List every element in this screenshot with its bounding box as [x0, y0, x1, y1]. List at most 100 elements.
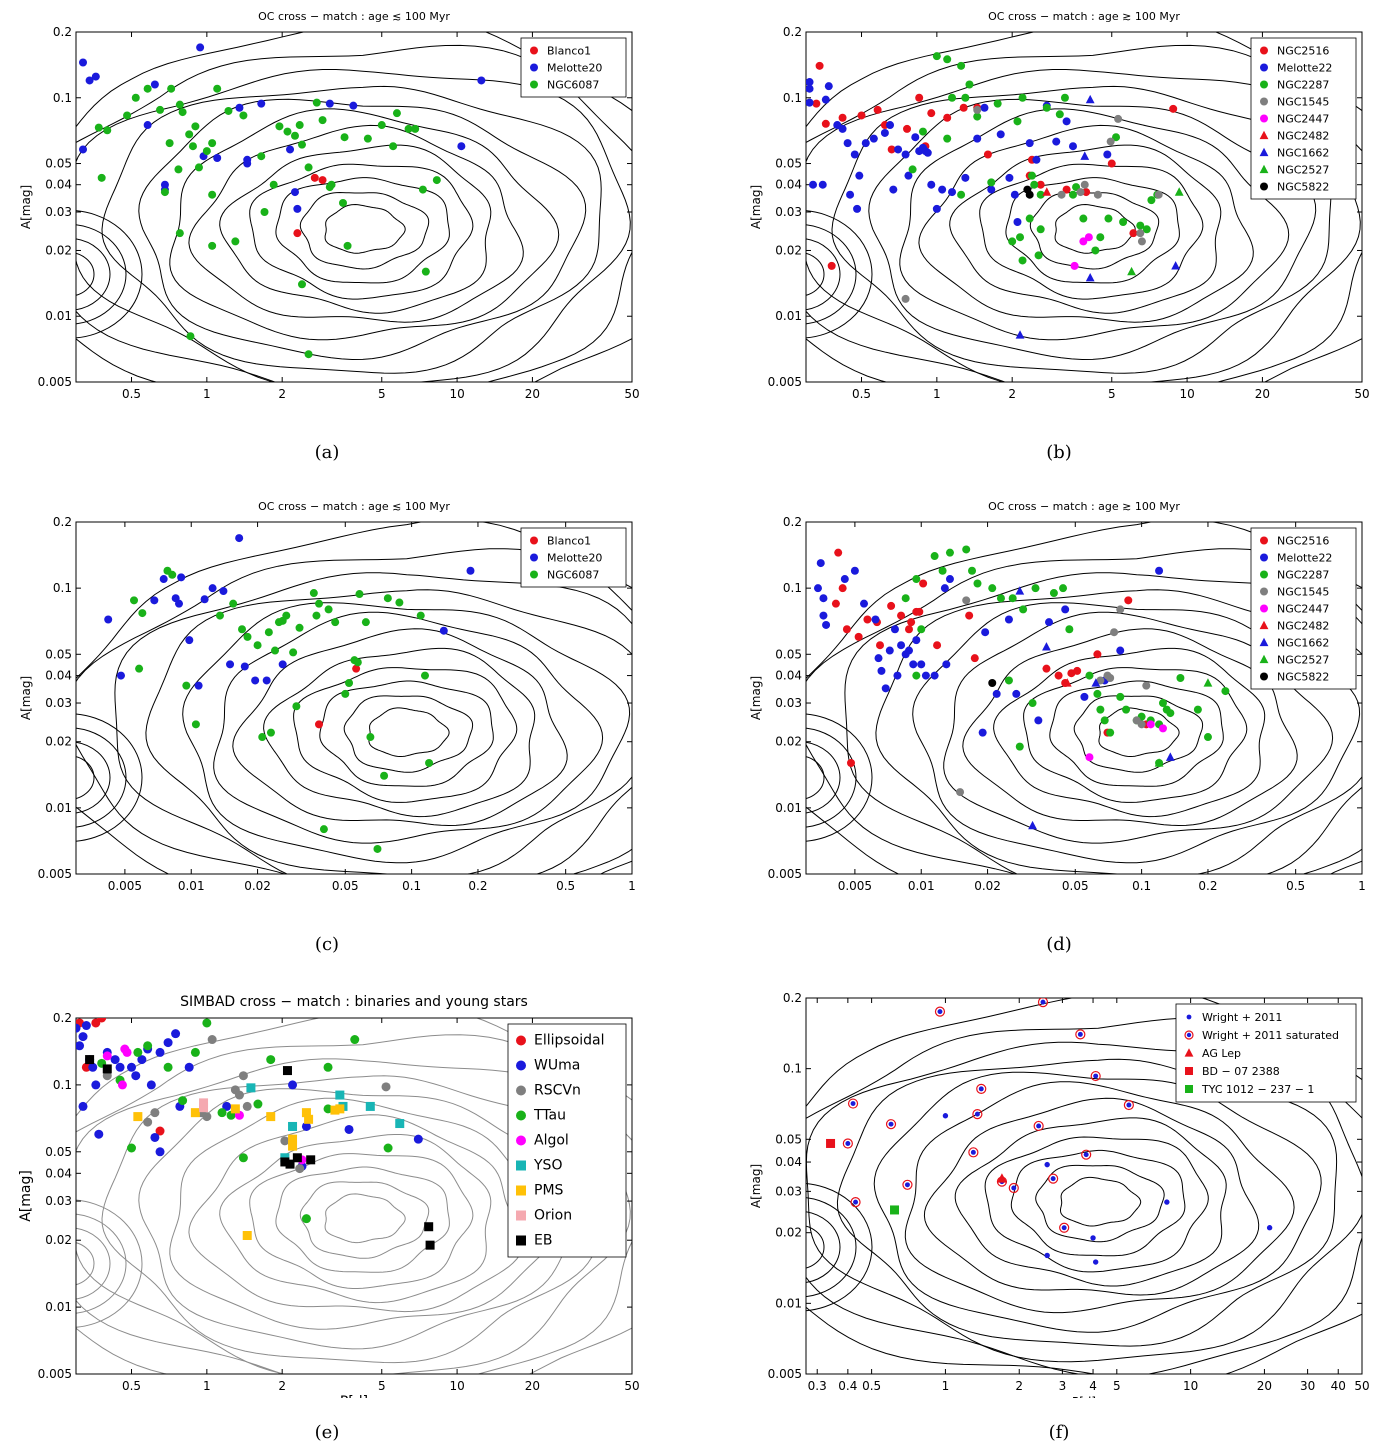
legend-marker	[516, 1060, 526, 1071]
legend-marker	[1260, 114, 1268, 123]
data-point	[219, 587, 228, 596]
data-point	[1096, 233, 1105, 242]
legend-marker	[516, 1235, 526, 1246]
data-point	[1059, 1222, 1070, 1233]
data-point	[418, 185, 427, 194]
data-point	[943, 113, 952, 122]
data-point	[861, 139, 870, 148]
x-tick-label: 2	[278, 387, 286, 400]
data-point	[871, 615, 880, 624]
legend-label: NGC1662	[1277, 637, 1329, 650]
data-point	[288, 1141, 298, 1151]
data-point	[1076, 188, 1085, 197]
data-point	[890, 625, 899, 634]
chart-panel-d: 0.005 0.01 0.02 0.05 0.1 0.2 0.5 1 0.005 0.01 0.02…	[749, 500, 1366, 892]
data-point	[962, 545, 971, 554]
data-point	[912, 671, 921, 680]
data-point	[1008, 594, 1017, 603]
contour-line	[76, 741, 111, 814]
data-point	[940, 584, 949, 593]
legend-label: BD − 07 2388	[1202, 1065, 1280, 1078]
contour-line	[299, 1181, 430, 1259]
data-point	[160, 188, 169, 197]
data-point	[853, 204, 862, 213]
data-point	[1116, 605, 1125, 614]
data-point	[1142, 681, 1151, 690]
legend-label: RSCVn	[534, 1083, 581, 1099]
chart-panel-a: 0.5 1 2 5 10 20 50 0.005 0.01 0.02 0.03 0.04 0.05 0.1…	[19, 10, 640, 400]
data-point	[981, 628, 990, 637]
data-point	[965, 611, 974, 620]
x-tick-label: 5	[378, 387, 386, 400]
data-point	[1146, 720, 1155, 729]
legend-label: Ellipsoidal	[534, 1033, 605, 1049]
data-point	[1061, 605, 1070, 614]
data-point	[1147, 196, 1156, 205]
data-point	[921, 671, 930, 680]
data-point	[196, 43, 205, 52]
contour-line	[76, 1227, 111, 1300]
contour-line	[1073, 695, 1204, 773]
contour-line	[954, 1117, 1227, 1287]
contour-line	[806, 238, 841, 311]
data-point	[1044, 1161, 1050, 1168]
data-point	[877, 666, 886, 675]
data-point	[213, 84, 222, 93]
contour-line	[831, 85, 1332, 374]
data-point	[1221, 687, 1230, 696]
contour-line	[275, 1166, 450, 1273]
data-point	[208, 139, 217, 148]
y-tick-label: 0.05	[775, 647, 802, 661]
data-point	[1096, 676, 1105, 685]
data-point	[987, 185, 996, 194]
data-point	[1059, 584, 1068, 593]
data-point	[208, 241, 217, 250]
data-point	[1013, 117, 1022, 126]
plot-frame	[805, 997, 1363, 1375]
data-point	[381, 1082, 391, 1092]
data-point	[816, 559, 825, 568]
data-point	[1136, 221, 1145, 230]
data-point	[143, 1041, 153, 1051]
data-point	[76, 1023, 81, 1033]
data-point	[945, 548, 954, 557]
data-point	[238, 1071, 248, 1081]
legend-label: WUma	[534, 1058, 580, 1074]
legend: NGC2516 Melotte22 NGC2287 NGC1545 NGC2447 NGC…	[1250, 527, 1357, 690]
data-point	[915, 93, 924, 102]
contour-line	[1029, 191, 1160, 270]
data-point	[199, 1098, 209, 1108]
data-point	[901, 294, 910, 303]
x-tick-label: 50	[624, 1379, 639, 1393]
data-point	[1018, 93, 1027, 102]
contour-line	[912, 602, 1361, 864]
contour-line	[1098, 707, 1180, 757]
y-tick-label: 0.1	[53, 91, 72, 105]
data-point	[175, 229, 184, 238]
data-point	[996, 594, 1005, 603]
data-point	[1137, 237, 1146, 246]
x-tick-label: 20	[525, 1379, 540, 1393]
legend-marker	[1260, 672, 1268, 681]
data-point	[168, 570, 177, 579]
data-point	[1036, 190, 1045, 199]
legend: Ellipsoidal WUma RSCVn TTau Algol YSO PMS Orion…	[507, 1023, 627, 1258]
data-point	[1016, 233, 1025, 242]
data-point	[94, 1129, 104, 1139]
data-point	[850, 150, 859, 159]
contour-line	[1049, 680, 1224, 787]
data-point	[1030, 180, 1039, 189]
data-point	[383, 1143, 393, 1153]
data-point	[809, 180, 818, 189]
x-tick-label: 0.01	[178, 879, 205, 892]
x-tick-label: 1	[1358, 879, 1366, 892]
data-point	[1154, 758, 1164, 767]
data-point	[361, 618, 370, 627]
data-point	[1107, 159, 1116, 168]
data-point	[912, 575, 921, 584]
data-point	[167, 84, 176, 93]
data-point	[340, 133, 349, 142]
contour-line	[873, 1071, 1322, 1333]
data-point	[266, 728, 275, 737]
y-tick-label: 0.02	[45, 735, 72, 749]
